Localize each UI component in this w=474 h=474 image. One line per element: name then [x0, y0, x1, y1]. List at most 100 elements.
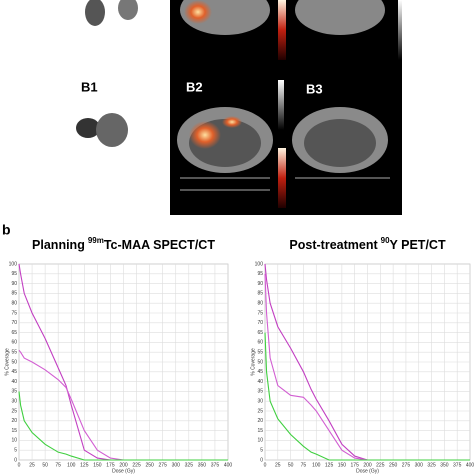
x-tick-label: 75 — [301, 462, 307, 468]
panel-label: b — [2, 222, 11, 238]
x-tick-label: 0 — [18, 462, 21, 468]
x-tick-label: 200 — [363, 462, 372, 468]
y-tick-label: 80 — [11, 301, 17, 307]
x-tick-label: 375 — [211, 462, 220, 468]
ct-body — [304, 119, 376, 167]
spect-blob — [118, 0, 138, 20]
ct-table — [180, 177, 390, 191]
x-tick-label: 50 — [288, 462, 294, 468]
y-tick-label: 40 — [257, 379, 263, 385]
y-tick-label: 95 — [11, 271, 17, 277]
gray-bar — [398, 0, 402, 60]
y-tick-label: 100 — [255, 261, 264, 267]
hot-spot — [222, 116, 242, 128]
y-tick-label: 35 — [11, 389, 17, 395]
y-tick-label: 85 — [11, 291, 17, 297]
x-tick-label: 375 — [453, 462, 462, 468]
y-tick-label: 70 — [257, 320, 263, 326]
dvh-line — [264, 263, 470, 461]
x-tick-label: 100 — [312, 462, 321, 468]
x-tick-label: 175 — [351, 462, 360, 468]
x-tick-label: 325 — [427, 462, 436, 468]
x-tick-label: 0 — [264, 462, 267, 468]
y-tick-label: 30 — [11, 399, 17, 405]
title-superscript: 99m — [88, 236, 104, 245]
y-tick-label: 25 — [11, 408, 17, 414]
x-tick-label: 250 — [145, 462, 154, 468]
ct-slice — [295, 0, 385, 35]
y-tick-label: 45 — [11, 369, 17, 375]
y-tick-label: 55 — [257, 350, 263, 356]
y-tick-label: 35 — [257, 389, 263, 395]
x-tick-label: 150 — [93, 462, 102, 468]
chart-title: Planning 99mTc-MAA SPECT/CT — [32, 236, 215, 252]
x-tick-label: 200 — [119, 462, 128, 468]
panel-label: B3 — [306, 81, 323, 96]
y-tick-label: 0 — [14, 457, 17, 463]
x-tick-label: 75 — [55, 462, 61, 468]
dvh-line — [264, 332, 470, 461]
y-tick-label: 0 — [260, 457, 263, 463]
x-tick-label: 50 — [42, 462, 48, 468]
y-tick-label: 15 — [257, 428, 263, 434]
x-tick-label: 125 — [325, 462, 334, 468]
x-tick-label: 250 — [389, 462, 398, 468]
spect-blob — [85, 0, 105, 26]
x-tick-label: 325 — [185, 462, 194, 468]
x-tick-label: 225 — [376, 462, 385, 468]
hot-spot — [184, 0, 212, 24]
x-tick-label: 25 — [29, 462, 35, 468]
hot-spot — [189, 121, 221, 149]
panel-label: B2 — [186, 79, 203, 94]
dvh-line — [18, 349, 228, 461]
x-tick-label: 275 — [402, 462, 411, 468]
x-tick-label: 400 — [224, 462, 233, 468]
title-text: Y PET/CT — [390, 238, 446, 252]
dvh-line — [264, 273, 470, 461]
chart-title: Post-treatment 90Y PET/CT — [289, 236, 446, 252]
x-tick-label: 275 — [159, 462, 168, 468]
y-tick-label: 95 — [257, 271, 263, 277]
y-tick-label: 25 — [257, 408, 263, 414]
panel-label: B1 — [81, 79, 98, 94]
y-tick-label: 55 — [11, 350, 17, 356]
x-tick-label: 300 — [172, 462, 181, 468]
x-tick-label: 100 — [67, 462, 76, 468]
y-tick-label: 30 — [257, 399, 263, 405]
spect-blob — [96, 113, 128, 147]
y-tick-label: 5 — [260, 448, 263, 454]
spect-blob — [76, 118, 100, 138]
y-tick-label: 80 — [257, 301, 263, 307]
y-tick-label: 75 — [257, 310, 263, 316]
x-tick-label: 125 — [80, 462, 89, 468]
color-bar — [278, 0, 286, 60]
y-tick-label: 15 — [11, 428, 17, 434]
x-tick-label: 400 — [466, 462, 474, 468]
x-tick-label: 350 — [198, 462, 207, 468]
y-axis-label: % Coverage — [250, 348, 256, 376]
x-axis-label: Dose (Gy) — [112, 468, 135, 474]
y-axis-label: % Coverage — [4, 348, 10, 376]
title-text: Planning — [32, 238, 85, 252]
x-tick-label: 225 — [132, 462, 141, 468]
dvh-line — [18, 391, 228, 461]
y-tick-label: 10 — [11, 438, 17, 444]
gray-bar — [278, 80, 284, 130]
y-tick-label: 50 — [11, 359, 17, 365]
x-tick-label: 350 — [440, 462, 449, 468]
x-tick-label: 150 — [338, 462, 347, 468]
y-tick-label: 60 — [11, 340, 17, 346]
x-axis-label: Dose (Gy) — [356, 468, 379, 474]
y-tick-label: 20 — [11, 418, 17, 424]
y-tick-label: 85 — [257, 291, 263, 297]
title-text: Post-treatment — [289, 238, 378, 252]
y-tick-label: 5 — [14, 448, 17, 454]
y-tick-label: 40 — [11, 379, 17, 385]
y-tick-label: 20 — [257, 418, 263, 424]
y-tick-label: 70 — [11, 320, 17, 326]
y-tick-label: 65 — [257, 330, 263, 336]
y-tick-label: 60 — [257, 340, 263, 346]
x-tick-label: 300 — [415, 462, 424, 468]
images: B1 B2 B3 b — [2, 0, 402, 238]
